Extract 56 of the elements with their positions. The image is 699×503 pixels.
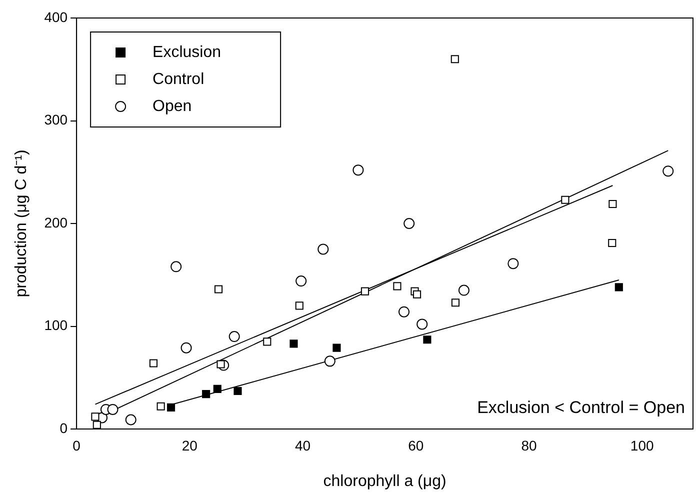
legend-label: Control	[152, 70, 204, 88]
point	[149, 359, 158, 368]
point	[318, 244, 329, 255]
point	[295, 302, 304, 310]
x-axis-title: chlorophyll a (μg)	[323, 472, 446, 490]
point	[352, 164, 364, 176]
point	[561, 196, 570, 204]
y-tick-label: 300	[44, 112, 68, 128]
point	[393, 282, 402, 290]
point	[423, 336, 432, 344]
point	[156, 402, 165, 410]
x-tick-label: 80	[521, 437, 537, 454]
point	[662, 166, 674, 177]
x-tick-label: 100	[630, 437, 654, 454]
point	[332, 344, 341, 352]
point	[608, 200, 617, 208]
y-tick-label: 0	[60, 420, 68, 436]
x-tick-label: 40	[294, 437, 311, 454]
point	[458, 284, 470, 296]
point	[404, 218, 415, 229]
point	[450, 55, 459, 64]
point	[263, 338, 272, 346]
point	[360, 287, 370, 296]
point	[296, 276, 307, 287]
point	[614, 283, 623, 292]
point	[170, 261, 182, 272]
annotation: Exclusion < Control = Open	[477, 398, 685, 418]
legend-label: Open	[152, 98, 192, 115]
point	[166, 403, 176, 412]
y-tick-label: 400	[44, 8, 68, 25]
point	[228, 331, 240, 342]
point	[508, 258, 519, 270]
point	[214, 285, 223, 294]
point	[213, 384, 222, 393]
point	[412, 290, 422, 298]
point	[216, 360, 225, 368]
point	[234, 386, 242, 396]
point	[125, 414, 136, 426]
point	[416, 318, 428, 330]
point	[91, 412, 100, 421]
point	[451, 298, 460, 307]
y-axis-title: production (μg C d⁻¹)	[13, 150, 30, 298]
point	[180, 342, 192, 354]
point	[92, 420, 101, 429]
legend-label: Exclusion	[152, 44, 222, 61]
x-tick-label: 60	[408, 437, 424, 454]
x-tick-label: 20	[182, 437, 198, 454]
point	[608, 238, 616, 248]
point	[202, 390, 210, 398]
point	[107, 404, 118, 415]
y-tick-label: 100	[44, 317, 68, 334]
point	[324, 356, 336, 367]
point	[398, 306, 410, 318]
y-tick-label: 200	[44, 214, 68, 230]
point	[290, 340, 298, 348]
x-tick-label: 0	[72, 437, 81, 454]
